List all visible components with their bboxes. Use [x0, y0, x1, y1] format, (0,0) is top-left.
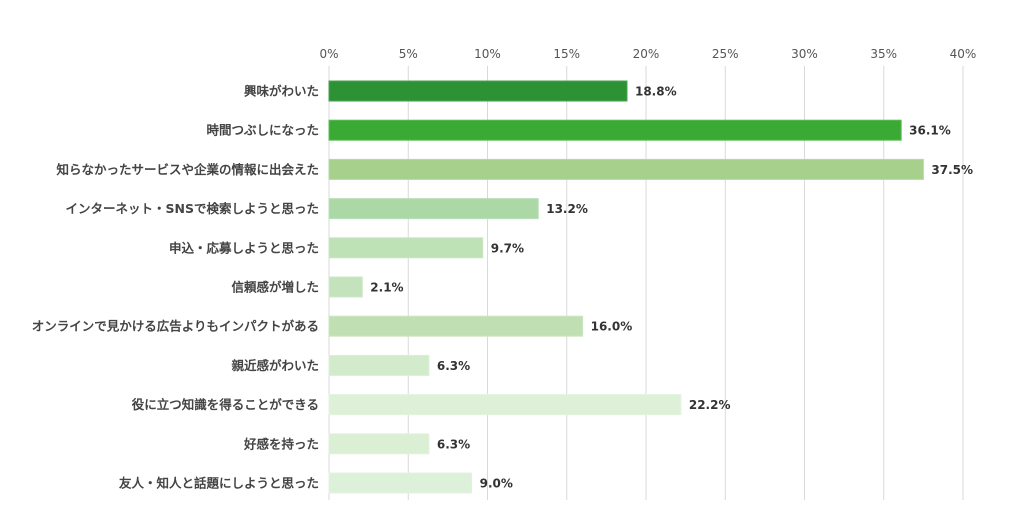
bar — [328, 198, 539, 220]
x-tick-label: 25% — [712, 47, 739, 61]
category-label: オンラインで見かける広告よりもインパクトがある — [32, 319, 319, 334]
x-tick-label: 15% — [553, 47, 580, 61]
category-label: 申込・応募しようと思った — [169, 240, 319, 255]
value-label: 13.2% — [546, 202, 588, 216]
value-label: 22.2% — [689, 398, 731, 412]
bar — [328, 433, 430, 455]
bars — [328, 80, 924, 494]
category-label: 好感を持った — [243, 436, 319, 451]
x-tick-label: 30% — [791, 47, 818, 61]
x-tick-label: 40% — [950, 47, 977, 61]
category-label: 親近感がわいた — [231, 358, 319, 373]
value-label: 37.5% — [931, 163, 973, 177]
category-label: 時間つぶしになった — [206, 123, 319, 138]
category-labels: 興味がわいた時間つぶしになった知らなかったサービスや企業の情報に出会えたインター… — [32, 84, 319, 491]
x-tick-label: 20% — [633, 47, 660, 61]
value-label: 9.0% — [480, 477, 513, 491]
category-label: インターネット・SNSで検索しようと思った — [66, 201, 319, 216]
category-label: 知らなかったサービスや企業の情報に出会えた — [55, 162, 319, 177]
x-tick-label: 0% — [319, 47, 338, 61]
bar — [328, 315, 584, 337]
bar — [328, 119, 902, 141]
bar — [328, 472, 473, 494]
value-label: 16.0% — [591, 320, 633, 334]
value-label: 2.1% — [370, 281, 403, 295]
value-label: 18.8% — [635, 85, 677, 99]
bar — [328, 354, 430, 376]
x-tick-label: 10% — [474, 47, 501, 61]
bar — [328, 80, 628, 102]
value-label: 6.3% — [437, 437, 470, 451]
category-label: 友人・知人と話題にしようと思った — [118, 476, 319, 491]
category-label: 信頼感が増した — [231, 280, 319, 295]
value-label: 9.7% — [491, 241, 524, 255]
bar — [328, 394, 682, 416]
value-label: 36.1% — [909, 124, 951, 138]
bar — [328, 276, 363, 298]
category-label: 役に立つ知識を得ることができる — [132, 397, 319, 412]
value-labels: 18.8% 36.1% 37.5% 13.2% 9.7% 2.1% 16.0% 6.3% 22.… — [370, 85, 973, 491]
value-label: 6.3% — [437, 359, 470, 373]
x-tick-label: 35% — [870, 47, 897, 61]
category-label: 興味がわいた — [244, 84, 319, 99]
x-tick-label: 5% — [399, 47, 418, 61]
bar — [328, 237, 484, 259]
bar — [328, 158, 924, 180]
x-axis-ticks: 0% 5% 10% 15% 20% 25% 30% 35% 40% — [319, 47, 976, 61]
